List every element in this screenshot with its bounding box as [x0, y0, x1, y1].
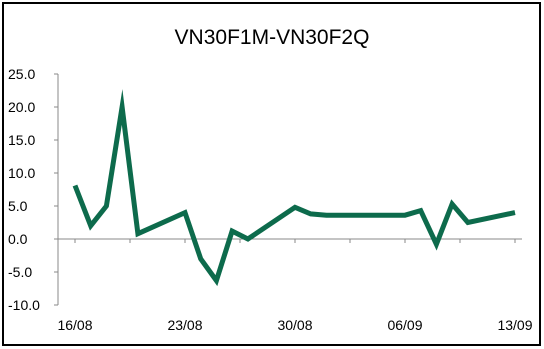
- x-tick-label: 16/08: [57, 317, 92, 333]
- y-tick-label: -10.0: [8, 297, 40, 313]
- y-tick-label: 0.0: [8, 231, 28, 247]
- series-line: [72, 89, 516, 287]
- chart-title: VN30F1M-VN30F2Q: [174, 26, 370, 49]
- y-tick-label: 15.0: [8, 132, 35, 148]
- y-tick-label: 25.0: [8, 66, 35, 82]
- x-tick-label: 23/08: [167, 317, 202, 333]
- chart-frame: [2, 2, 541, 346]
- y-tick-label: 20.0: [8, 99, 35, 115]
- x-tick-label: 06/09: [387, 317, 422, 333]
- y-tick-label: -5.0: [8, 264, 32, 280]
- x-tick-label: 13/09: [497, 317, 532, 333]
- y-tick-label: 10.0: [8, 165, 35, 181]
- y-tick-label: 5.0: [8, 198, 28, 214]
- x-tick-label: 30/08: [277, 317, 312, 333]
